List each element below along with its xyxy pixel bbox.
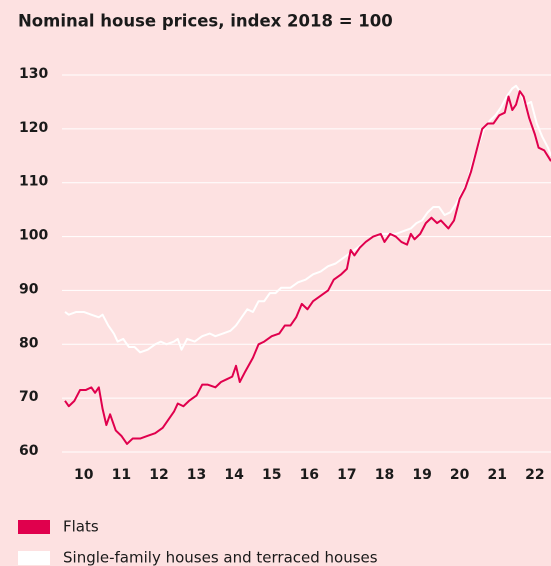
y-tick-label: 110 bbox=[19, 174, 48, 190]
legend-label: Flats bbox=[63, 518, 99, 536]
x-tick-label: 19 bbox=[412, 467, 431, 483]
x-tick-label: 15 bbox=[262, 467, 281, 483]
x-tick-label: 18 bbox=[375, 467, 394, 483]
series-line bbox=[64, 84, 551, 354]
chart-title: Nominal house prices, index 2018 = 100 bbox=[18, 12, 393, 31]
legend-label: Single-family houses and terraced houses bbox=[63, 549, 378, 566]
x-tick-label: 12 bbox=[149, 467, 168, 483]
legend-swatch bbox=[18, 520, 50, 534]
y-tick-label: 90 bbox=[19, 281, 39, 297]
x-tick-label: 20 bbox=[450, 467, 470, 483]
x-tick-label: 14 bbox=[224, 467, 244, 483]
legend-swatch bbox=[18, 551, 50, 565]
x-tick-label: 13 bbox=[187, 467, 206, 483]
series-line bbox=[64, 90, 551, 445]
x-tick-label: 17 bbox=[337, 467, 356, 483]
y-tick-label: 70 bbox=[19, 389, 39, 405]
y-tick-label: 120 bbox=[19, 120, 48, 136]
y-tick-label: 130 bbox=[19, 66, 48, 82]
y-tick-label: 100 bbox=[19, 228, 48, 244]
x-tick-label: 10 bbox=[74, 467, 94, 483]
x-tick-label: 11 bbox=[112, 467, 131, 483]
y-tick-label: 60 bbox=[19, 443, 39, 459]
x-tick-label: 22 bbox=[525, 467, 544, 483]
x-tick-label: 16 bbox=[300, 467, 319, 483]
x-tick-label: 21 bbox=[488, 467, 507, 483]
y-tick-label: 80 bbox=[19, 335, 39, 351]
